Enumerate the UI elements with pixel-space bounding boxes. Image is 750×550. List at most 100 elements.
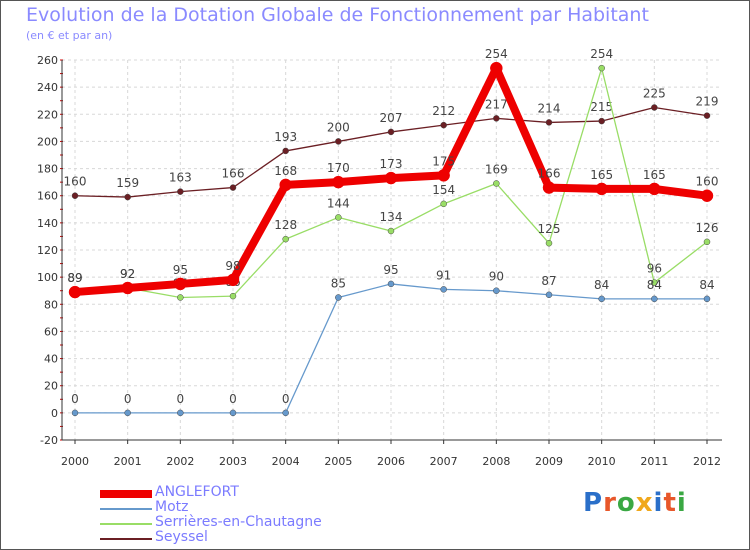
data-point-seyssel xyxy=(387,128,395,136)
y-tick-label: 80 xyxy=(44,298,58,311)
x-tick-label: 2003 xyxy=(219,455,247,468)
data-label-anglefort: 254 xyxy=(485,47,508,61)
data-label-serri-res-en-chautagne: 89 xyxy=(67,271,82,285)
chart-title: Evolution de la Dotation Globale de Fonc… xyxy=(26,4,649,26)
data-point-motz xyxy=(229,409,237,417)
data-point-motz xyxy=(335,294,342,301)
y-tick-label: 40 xyxy=(44,353,58,366)
data-label-anglefort: 95 xyxy=(173,263,188,277)
y-tick-label: 0 xyxy=(51,407,58,420)
data-point-seyssel xyxy=(229,184,237,191)
data-point-serri-res-en-chautagne xyxy=(387,227,395,235)
data-label-anglefort: 160 xyxy=(696,175,719,189)
data-label-motz: 84 xyxy=(594,278,609,292)
data-point-motz xyxy=(440,286,447,293)
data-point-anglefort xyxy=(437,169,450,182)
y-tick-label: 60 xyxy=(44,325,58,338)
data-label-serri-res-en-chautagne: 144 xyxy=(327,196,350,210)
data-point-serri-res-en-chautagne xyxy=(440,200,447,208)
data-point-anglefort xyxy=(648,182,661,196)
data-point-seyssel xyxy=(124,193,131,201)
data-point-serri-res-en-chautagne xyxy=(493,180,500,187)
legend-label: Seyssel xyxy=(155,529,208,545)
data-label-serri-res-en-chautagne: 125 xyxy=(538,222,561,236)
data-label-motz: 85 xyxy=(331,277,346,291)
x-tick-label: 2006 xyxy=(377,455,405,468)
data-label-anglefort: 175 xyxy=(432,154,455,168)
data-point-seyssel xyxy=(651,104,658,111)
x-tick-label: 2012 xyxy=(693,455,721,468)
legend-label: Motz xyxy=(155,499,189,515)
data-label-serri-res-en-chautagne: 128 xyxy=(274,218,297,232)
data-point-motz xyxy=(124,409,131,417)
data-point-seyssel xyxy=(335,138,342,145)
x-tick-label: 2001 xyxy=(114,455,142,468)
data-point-serri-res-en-chautagne xyxy=(177,294,184,301)
y-tick-label: 220 xyxy=(37,108,58,121)
data-label-seyssel: 215 xyxy=(590,100,613,114)
data-point-anglefort xyxy=(384,171,398,185)
data-label-motz: 84 xyxy=(699,278,714,292)
y-tick-label: 240 xyxy=(37,81,58,94)
data-point-motz xyxy=(493,287,500,294)
data-point-serri-res-en-chautagne xyxy=(651,279,658,286)
data-label-seyssel: 212 xyxy=(432,104,455,118)
y-tick-label: 140 xyxy=(37,217,58,230)
data-point-seyssel xyxy=(177,188,184,195)
legend-label: Serrières-en-Chautagne xyxy=(155,514,322,530)
data-label-seyssel: 200 xyxy=(327,120,350,134)
data-label-anglefort: 173 xyxy=(380,157,403,171)
data-label-motz: 95 xyxy=(383,263,398,277)
data-label-serri-res-en-chautagne: 134 xyxy=(380,210,403,224)
data-point-motz xyxy=(651,295,658,303)
x-tick-label: 2002 xyxy=(166,455,194,468)
data-point-anglefort xyxy=(121,281,134,295)
data-point-anglefort xyxy=(542,181,556,194)
data-label-motz: 0 xyxy=(229,392,237,406)
data-point-serri-res-en-chautagne xyxy=(282,235,289,243)
data-label-anglefort: 89 xyxy=(67,271,82,285)
y-tick-label: 120 xyxy=(37,244,58,257)
y-tick-label: 100 xyxy=(37,271,58,284)
chart-subtitle: (en € et par an) xyxy=(26,29,113,42)
data-point-motz xyxy=(282,409,289,417)
data-point-serri-res-en-chautagne xyxy=(545,239,553,247)
data-point-serri-res-en-chautagne xyxy=(703,238,711,246)
data-point-seyssel xyxy=(71,192,79,199)
legend-swatch xyxy=(100,508,152,510)
data-label-seyssel: 193 xyxy=(274,130,297,144)
data-label-serri-res-en-chautagne: 92 xyxy=(120,267,135,281)
data-label-seyssel: 160 xyxy=(64,175,87,189)
data-point-anglefort xyxy=(68,285,82,299)
data-label-anglefort: 170 xyxy=(327,161,350,175)
data-point-seyssel xyxy=(282,147,289,155)
data-label-anglefort: 92 xyxy=(120,267,135,281)
data-label-motz: 0 xyxy=(282,392,290,406)
x-tick-label: 2009 xyxy=(535,455,563,468)
data-point-seyssel xyxy=(598,117,605,125)
data-point-motz xyxy=(387,280,395,288)
data-point-anglefort xyxy=(332,175,345,189)
logo-letter: i xyxy=(676,488,687,518)
data-label-seyssel: 219 xyxy=(696,95,719,109)
data-label-motz: 87 xyxy=(541,274,556,288)
data-point-serri-res-en-chautagne xyxy=(335,214,342,221)
data-label-seyssel: 166 xyxy=(222,167,245,181)
logo-letter: t xyxy=(663,488,677,518)
data-label-seyssel: 217 xyxy=(485,97,508,111)
data-point-anglefort xyxy=(279,178,292,192)
data-label-motz: 0 xyxy=(71,392,79,406)
data-label-anglefort: 165 xyxy=(590,168,613,182)
data-label-serri-res-en-chautagne: 169 xyxy=(485,163,508,177)
data-point-seyssel xyxy=(703,112,711,119)
data-label-serri-res-en-chautagne: 96 xyxy=(647,262,662,276)
data-point-anglefort xyxy=(174,277,187,291)
data-label-motz: 91 xyxy=(436,268,451,282)
data-label-seyssel: 207 xyxy=(380,111,403,125)
data-label-serri-res-en-chautagne: 154 xyxy=(432,183,455,197)
x-tick-label: 2005 xyxy=(324,455,352,468)
data-point-motz xyxy=(545,291,553,299)
legend-swatch xyxy=(100,523,152,525)
data-label-motz: 0 xyxy=(124,392,132,406)
